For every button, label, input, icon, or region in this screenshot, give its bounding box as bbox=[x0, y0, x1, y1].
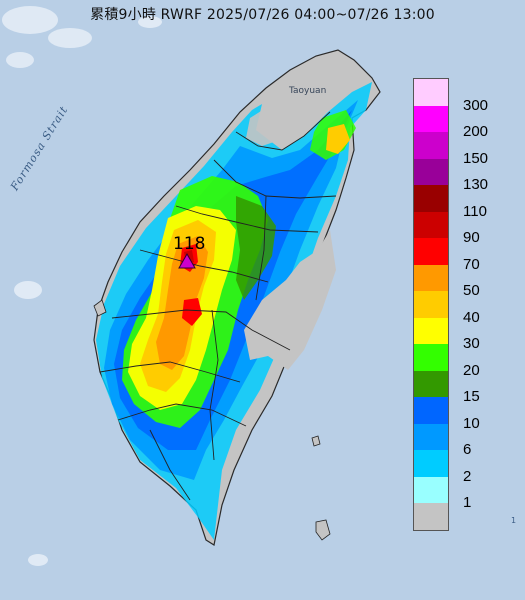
rain-40mm-north bbox=[326, 124, 350, 154]
outlying-islands bbox=[93, 299, 331, 541]
legend-label: 10 bbox=[463, 414, 480, 432]
legend-swatch bbox=[414, 503, 448, 530]
legend-swatch bbox=[414, 476, 448, 503]
max-marker-icon bbox=[178, 252, 196, 269]
haze-clouds bbox=[2, 6, 162, 566]
rain-70mm-core-2 bbox=[182, 298, 202, 326]
legend-swatch bbox=[414, 158, 448, 185]
legend-swatch bbox=[414, 185, 448, 212]
legend-label: 70 bbox=[463, 255, 480, 273]
legend-label: 110 bbox=[463, 202, 487, 220]
legend-swatch bbox=[414, 423, 448, 450]
legend-swatch bbox=[414, 105, 448, 132]
legend-label: 6 bbox=[463, 441, 472, 458]
legend-label: 15 bbox=[463, 388, 480, 405]
legend-label: 20 bbox=[463, 361, 480, 379]
legend-label: 90 bbox=[463, 229, 480, 246]
legend-swatch bbox=[414, 344, 448, 371]
city-label: Taoyuan bbox=[289, 86, 327, 96]
map-title: 累積9小時 RWRF 2025/07/26 04:00~07/26 13:00 bbox=[90, 7, 435, 23]
legend-swatch bbox=[414, 238, 448, 265]
legend-swatch bbox=[414, 397, 448, 424]
legend-label: 200 bbox=[463, 123, 489, 140]
legend-label: 130 bbox=[463, 176, 489, 193]
dry-zone-east bbox=[244, 230, 336, 370]
legend-label: 30 bbox=[463, 335, 480, 352]
rain-50mm-core bbox=[156, 236, 208, 370]
legend-swatch bbox=[414, 291, 448, 318]
legend-label: 150 bbox=[463, 149, 489, 167]
legend-label: 50 bbox=[463, 282, 480, 299]
legend-label: 40 bbox=[463, 308, 480, 326]
legend-swatch bbox=[414, 79, 448, 106]
legend-swatch bbox=[414, 211, 448, 238]
corner-mark: 1 bbox=[511, 516, 517, 525]
county-borders bbox=[99, 111, 337, 501]
legend-label: 1 bbox=[463, 494, 472, 511]
legend-swatch bbox=[414, 264, 448, 291]
legend-label: 300 bbox=[463, 96, 489, 114]
legend-swatch bbox=[414, 132, 448, 159]
rain-15mm-field bbox=[236, 196, 276, 300]
legend-swatch bbox=[414, 317, 448, 344]
legend-label: 2 bbox=[463, 467, 472, 485]
color-legend bbox=[413, 78, 449, 531]
dry-zone-north bbox=[246, 88, 330, 146]
max-value-label: 118 bbox=[173, 234, 206, 254]
legend-swatch bbox=[414, 370, 448, 397]
legend-swatch bbox=[414, 450, 448, 477]
